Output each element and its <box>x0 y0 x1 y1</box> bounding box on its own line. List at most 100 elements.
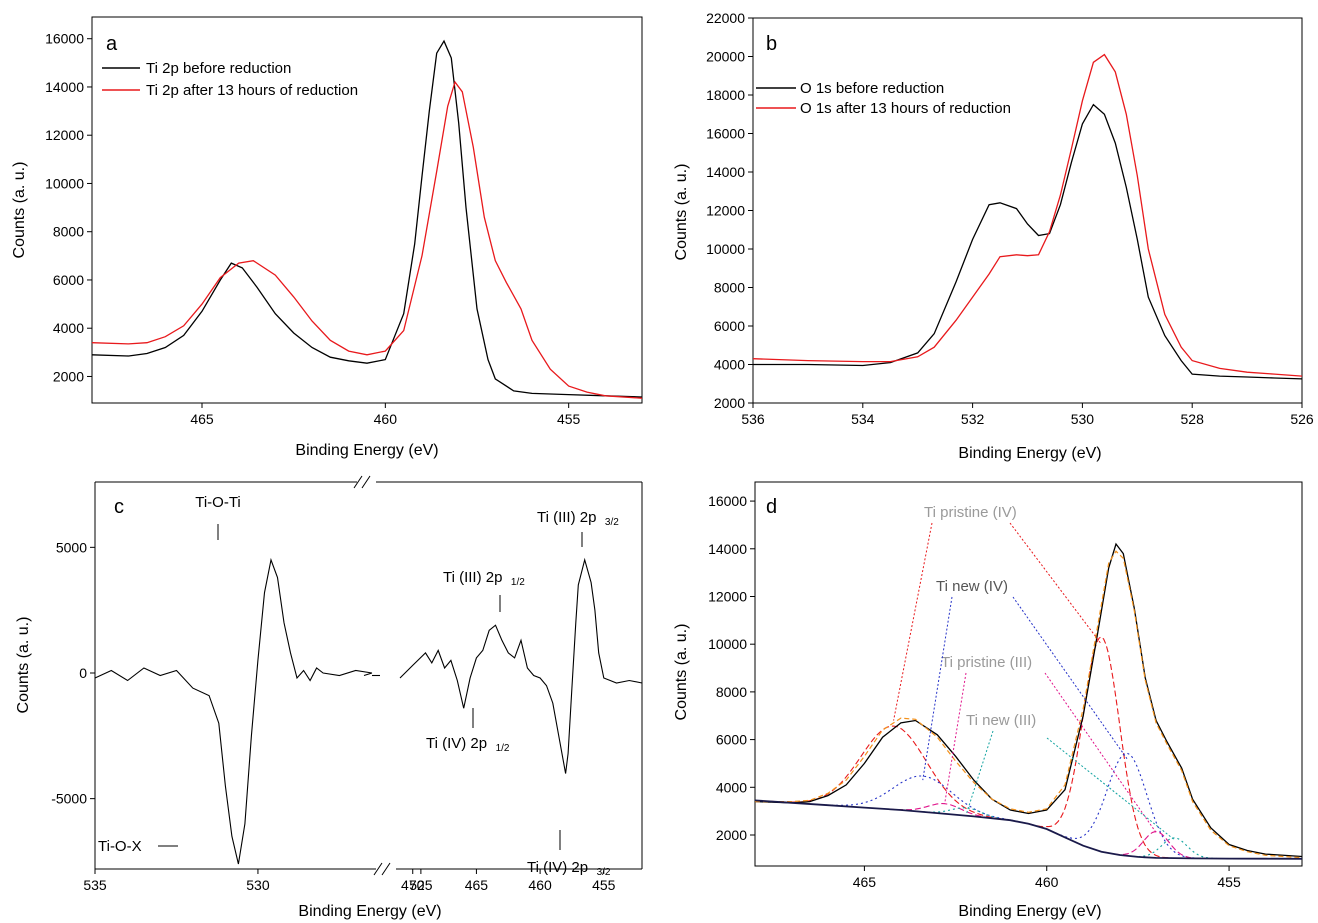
legend-b-before: O 1s before reduction <box>800 80 944 97</box>
panel-b-frame <box>752 17 1303 404</box>
panel-b-xlabel: Binding Energy (eV) <box>958 445 1101 462</box>
annot-ti-iii-2p32-sub: 3/2 <box>605 517 619 528</box>
panel-b-ytick-label: 4000 <box>714 357 745 373</box>
panel-c-break-mark <box>381 862 391 876</box>
annot-ti-o-x: Ti-O-X <box>98 838 142 855</box>
panel-a-frame <box>91 16 643 404</box>
panel-c-xtick-label: 470 <box>401 877 425 893</box>
panel-b-ytick-label: 14000 <box>706 164 745 180</box>
panel-d-ylabel: Counts (a. u.) <box>673 624 690 721</box>
panel-a-ytick-label: 8000 <box>53 224 84 240</box>
panel-b-ytick-label: 20000 <box>706 49 745 65</box>
panel-c-ytick-label: -5000 <box>51 791 87 807</box>
annot-ti-iv-2p12-sub: 1/2 <box>496 743 510 754</box>
panel-c-xtick-label: 465 <box>465 877 489 893</box>
panel-d-ytick-label: 8000 <box>716 684 747 700</box>
annot-ti-pristine-iv: Ti pristine (IV) <box>924 504 1017 521</box>
panel-d-ytick-label: 2000 <box>716 827 747 843</box>
annot-ti-iii-2p12-sub: 1/2 <box>511 577 525 588</box>
panel-a-ytick-label: 2000 <box>53 368 84 384</box>
panel-d-annotation-leader <box>1012 596 1128 759</box>
panel-c-label: c <box>114 496 124 518</box>
panel-c-ytick-label: 0 <box>79 665 87 681</box>
panel-c-xlabel: Binding Energy (eV) <box>298 903 441 920</box>
panel-a-xtick-label: 460 <box>374 411 398 427</box>
panel-b: b O 1s before reduction O 1s after 13 ho… <box>673 33 1102 462</box>
panel-d-ytick-label: 16000 <box>708 493 747 509</box>
panel-a-xlabel: Binding Energy (eV) <box>295 442 438 459</box>
panel-a-label: a <box>106 33 118 55</box>
annot-ti-pristine-iii: Ti pristine (III) <box>941 654 1032 671</box>
panel-c-xtick-label: 535 <box>83 877 107 893</box>
legend-a-before: Ti 2p before reduction <box>146 60 291 77</box>
panel-c-xtick-label: 455 <box>592 877 616 893</box>
panel-c-bridge-left <box>363 672 373 677</box>
panel-d-ytick-label: 4000 <box>716 779 747 795</box>
panel-c: c Binding Energy (eV) Counts (a. u.) Ti-… <box>15 494 619 920</box>
annot-ti-iv-2p12: Ti (IV) 2p 1/2 <box>426 735 510 754</box>
panel-a-ytick-label: 6000 <box>53 272 84 288</box>
panel-d-annotation-leader <box>922 596 953 781</box>
panel-d-xtick-label: 465 <box>853 874 877 890</box>
panel-c-break-mark <box>373 862 383 876</box>
panel-d-annotation-leader <box>1009 522 1102 645</box>
panel-b-ytick-label: 10000 <box>706 241 745 257</box>
annot-ti-iii-2p32-text: Ti (III) 2p <box>537 509 596 526</box>
panel-d-frame <box>754 481 1303 867</box>
annot-ti-iv-2p12-text: Ti (IV) 2p <box>426 735 487 752</box>
panel-d-xtick-label: 455 <box>1217 874 1241 890</box>
panel-d-annotation-leader <box>944 672 967 805</box>
panel-a-ytick-label: 16000 <box>45 31 84 47</box>
panel-d: d Binding Energy (eV) Counts (a. u.) Ti … <box>673 496 1102 920</box>
panel-a-ylabel: Counts (a. u.) <box>11 162 28 259</box>
panel-d-ytick-label: 14000 <box>708 541 747 557</box>
panel-b-ylabel: Counts (a. u.) <box>673 164 690 261</box>
panel-d-component-peak <box>762 725 1021 823</box>
chart-marks: 2000 4000 6000 8000 10000 12000 14000 16000 465 4… <box>45 10 1314 893</box>
annot-ti-iii-2p12-text: Ti (III) 2p <box>443 569 502 586</box>
panel-b-xtick-label: 526 <box>1290 411 1314 427</box>
panel-c-xtick-label: 460 <box>528 877 552 893</box>
panel-c-break-mark <box>353 475 363 489</box>
panel-d-label: d <box>766 496 777 518</box>
panel-b-ytick-label: 8000 <box>714 280 745 296</box>
panel-d-background-line <box>754 799 1303 860</box>
panel-d-xlabel: Binding Energy (eV) <box>958 903 1101 920</box>
panel-d-annotation-leader <box>966 730 994 814</box>
annot-ti-iii-2p32: Ti (III) 2p 3/2 <box>537 509 619 528</box>
panel-b-ytick-label: 2000 <box>714 395 745 411</box>
annot-ti-iii-2p12: Ti (III) 2p 1/2 <box>443 569 525 588</box>
panel-a-ytick-label: 12000 <box>45 127 84 143</box>
panel-a-ytick-label: 14000 <box>45 79 84 95</box>
panel-b-series-after <box>752 53 1303 377</box>
panel-d-ytick-label: 10000 <box>708 636 747 652</box>
annot-ti-new-iii: Ti new (III) <box>966 712 1036 729</box>
panel-d-annotation-leader <box>1046 737 1175 841</box>
annot-ti-o-ti: Ti-O-Ti <box>195 494 241 511</box>
legend-b-after: O 1s after 13 hours of reduction <box>800 100 1011 117</box>
panel-d-ytick-label: 6000 <box>716 732 747 748</box>
panel-a-ytick-label: 4000 <box>53 320 84 336</box>
panel-c-ytick-label: 5000 <box>56 539 87 555</box>
panel-c-xtick-label: 530 <box>246 877 270 893</box>
panel-b-ytick-label: 16000 <box>706 126 745 142</box>
panel-a-series-after <box>91 80 643 399</box>
panel-c-xtick-label: 525 <box>409 877 433 893</box>
panel-b-ytick-label: 18000 <box>706 87 745 103</box>
panel-a-ytick-label: 10000 <box>45 175 84 191</box>
panel-b-ytick-label: 12000 <box>706 203 745 219</box>
annot-ti-iv-2p32-text: Ti (IV) 2p <box>527 859 588 876</box>
panel-c-series-right <box>399 557 643 774</box>
panel-b-ytick-label: 22000 <box>706 10 745 26</box>
panel-b-series-before <box>753 103 1303 380</box>
panel-b-label: b <box>766 33 777 55</box>
panel-a-xtick-label: 465 <box>190 411 214 427</box>
panel-a-xtick-label: 455 <box>557 411 581 427</box>
panel-c-break-mark <box>361 475 371 489</box>
panel-d-measured-line <box>754 542 1303 858</box>
panel-b-xtick-label: 530 <box>1071 411 1095 427</box>
panel-b-xtick-label: 534 <box>851 411 875 427</box>
annot-ti-new-iv: Ti new (IV) <box>936 578 1008 595</box>
panel-d-component-peak <box>1123 837 1226 860</box>
